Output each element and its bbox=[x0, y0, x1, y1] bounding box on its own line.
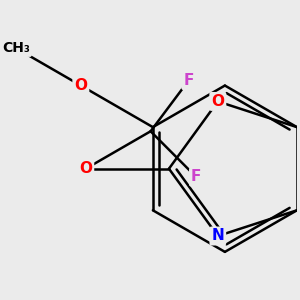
Text: F: F bbox=[191, 169, 201, 184]
Text: N: N bbox=[212, 229, 224, 244]
Text: O: O bbox=[74, 78, 87, 93]
Text: CH₃: CH₃ bbox=[2, 41, 30, 55]
Text: O: O bbox=[211, 94, 224, 109]
Text: F: F bbox=[183, 73, 194, 88]
Text: O: O bbox=[79, 161, 92, 176]
